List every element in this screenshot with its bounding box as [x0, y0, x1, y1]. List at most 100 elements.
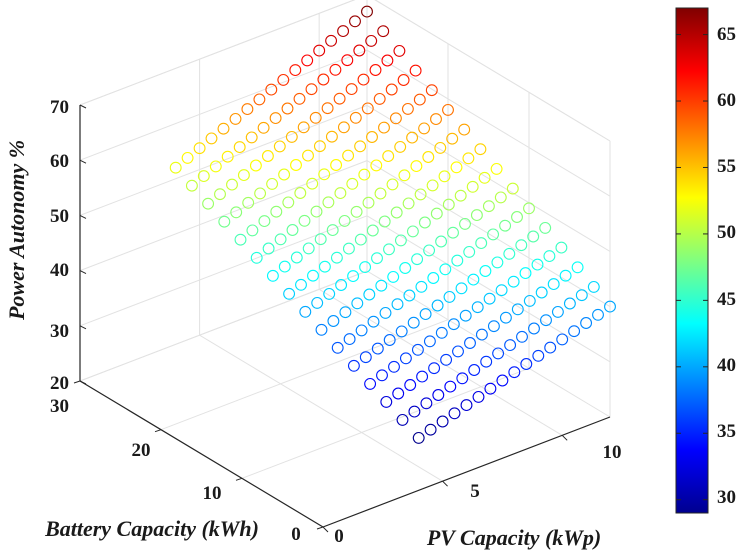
data-point	[369, 64, 382, 76]
data-point	[387, 270, 400, 283]
data-point	[237, 169, 250, 182]
data-point	[261, 150, 274, 162]
x-tick-mark	[322, 526, 329, 533]
y-tick-20: 20	[132, 440, 151, 461]
data-point	[559, 269, 572, 282]
data-point	[298, 214, 311, 227]
data-point	[314, 233, 327, 246]
data-point	[423, 335, 436, 348]
data-point	[337, 25, 350, 38]
data-point	[321, 102, 334, 115]
data-point	[403, 289, 416, 302]
data-point	[290, 159, 302, 171]
data-point	[325, 34, 338, 47]
z-tick-70: 70	[50, 97, 69, 118]
box-edge	[79, 0, 356, 106]
data-point	[551, 305, 564, 318]
data-point	[416, 370, 429, 383]
colorbar-tick-60: 60	[717, 90, 736, 111]
data-point	[455, 282, 468, 295]
data-point	[490, 162, 503, 175]
data-point	[556, 333, 569, 346]
z-tick-30: 30	[50, 321, 69, 342]
data-point	[342, 149, 355, 162]
data-point	[592, 308, 604, 321]
data-point	[375, 279, 388, 292]
axes	[73, 104, 611, 533]
data-point	[330, 251, 343, 264]
data-point	[313, 140, 326, 153]
data-point	[278, 168, 291, 181]
data-point	[420, 397, 433, 410]
colorbar-tick-marks	[676, 34, 708, 501]
data-point	[507, 275, 520, 288]
y-tick-10: 10	[203, 483, 222, 504]
data-point	[370, 159, 383, 172]
data-point	[366, 131, 378, 143]
data-point	[440, 353, 453, 366]
z-tick-60: 60	[50, 151, 69, 172]
data-point	[454, 189, 467, 202]
data-point	[337, 121, 350, 134]
grid-line	[366, 104, 611, 252]
data-point	[580, 317, 593, 329]
data-point	[487, 228, 500, 241]
data-point	[335, 279, 348, 291]
data-point	[246, 224, 259, 237]
data-point	[418, 122, 431, 135]
data-point	[346, 177, 359, 190]
grid-line	[374, 0, 611, 142]
data-point	[351, 297, 364, 310]
data-point	[282, 196, 295, 209]
data-point	[532, 349, 545, 362]
data-point	[523, 202, 535, 215]
data-point	[399, 352, 412, 365]
data-point	[472, 390, 485, 403]
data-point	[253, 93, 266, 106]
data-point	[515, 239, 528, 252]
data-point	[317, 73, 330, 86]
data-point	[367, 315, 380, 328]
colorbar-tick-55: 55	[717, 156, 736, 177]
data-point	[254, 187, 267, 200]
data-point	[350, 205, 363, 218]
y-tick-0: 0	[291, 524, 301, 545]
data-point	[379, 306, 392, 319]
data-point	[398, 169, 411, 182]
grid-line	[160, 319, 449, 431]
data-point	[302, 242, 315, 255]
data-point	[431, 299, 444, 312]
data-point	[456, 372, 469, 385]
data-point	[443, 290, 456, 303]
data-point	[482, 200, 495, 213]
y-axis-line	[79, 380, 324, 528]
data-point	[539, 221, 552, 234]
data-point	[376, 369, 388, 382]
z-axis-label: Power Autonomy %	[4, 140, 29, 321]
data-point	[511, 303, 524, 316]
data-point	[388, 360, 400, 373]
data-point	[442, 198, 455, 211]
data-point	[334, 187, 347, 200]
data-point	[412, 431, 425, 444]
grid-line	[199, 334, 443, 482]
data-point	[331, 341, 344, 354]
data-point	[311, 296, 324, 309]
data-point	[185, 179, 198, 192]
data-point	[446, 132, 459, 145]
grid-line	[366, 160, 611, 308]
data-point	[427, 272, 440, 284]
data-point	[289, 64, 302, 77]
z-tick-50: 50	[50, 206, 69, 227]
data-point	[383, 243, 395, 256]
data-points	[169, 5, 616, 444]
data-point	[587, 280, 600, 293]
data-point	[411, 253, 424, 266]
data-point	[209, 160, 222, 173]
data-point	[169, 161, 182, 174]
data-point	[499, 219, 512, 232]
data-point	[357, 73, 370, 86]
data-point	[395, 325, 408, 338]
data-point	[444, 380, 457, 393]
data-point	[451, 254, 464, 267]
